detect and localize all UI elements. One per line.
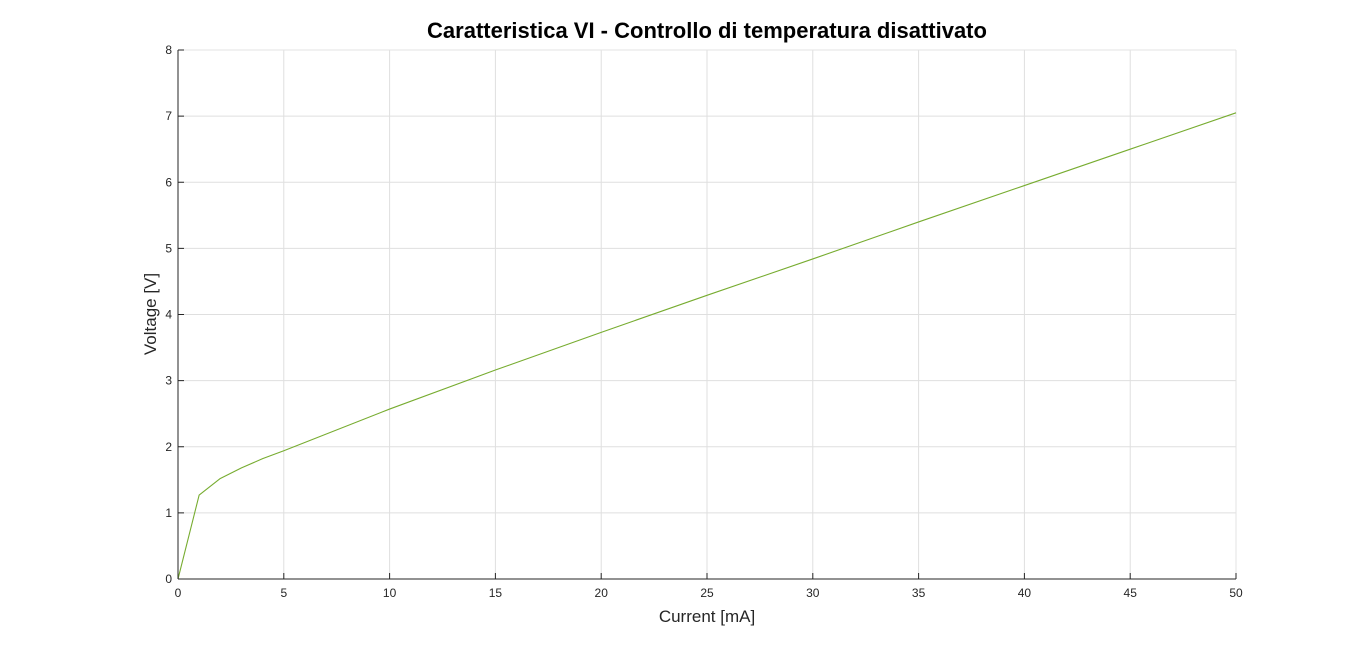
x-tick-label-4: 20 (595, 586, 609, 600)
x-tick-label-5: 25 (700, 586, 714, 600)
x-tick-label-6: 30 (806, 586, 820, 600)
y-tick-label-8: 8 (165, 43, 172, 57)
x-tick-label-2: 10 (383, 586, 397, 600)
x-tick-label-9: 45 (1124, 586, 1138, 600)
x-tick-label-1: 5 (280, 586, 287, 600)
axes-box (178, 49, 1237, 579)
series-layer (177, 112, 1237, 580)
y-axis-ticks: 0 1 2 3 4 5 6 7 8 (165, 43, 184, 586)
y-tick-label-5: 5 (165, 241, 172, 255)
x-tick-label-0: 0 (175, 586, 182, 600)
y-tick-label-4: 4 (165, 308, 172, 322)
x-axis-ticks: 0 5 10 15 20 25 30 35 40 45 50 (175, 573, 1243, 600)
y-tick-label-3: 3 (165, 374, 172, 388)
y-tick-label-7: 7 (165, 109, 172, 123)
y-tick-label-0: 0 (165, 572, 172, 586)
y-tick-label-1: 1 (165, 506, 172, 520)
x-tick-label-10: 50 (1229, 586, 1243, 600)
y-axis-label: Voltage [V] (141, 273, 160, 355)
chart-title: Caratteristica VI - Controllo di tempera… (427, 18, 987, 43)
series-line-0 (177, 112, 1237, 580)
x-tick-label-3: 15 (489, 586, 503, 600)
x-tick-label-8: 40 (1018, 586, 1032, 600)
y-tick-label-2: 2 (165, 440, 172, 454)
x-axis-label: Current [mA] (659, 607, 755, 626)
y-tick-label-6: 6 (165, 175, 172, 189)
x-tick-label-7: 35 (912, 586, 926, 600)
